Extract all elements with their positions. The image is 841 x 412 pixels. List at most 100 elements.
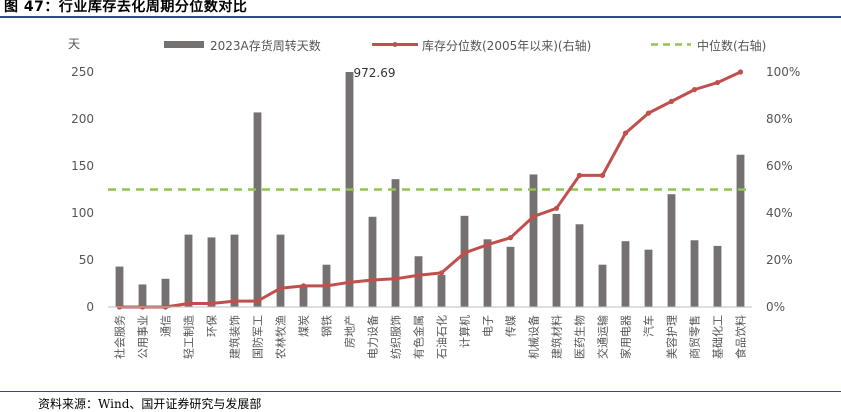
legend-bar-swatch: [164, 41, 204, 48]
right-tick-label: 100%: [766, 65, 800, 79]
x-axis: 社会服务 公用事业 通信 轻工制造 环保 建筑装饰 国防军工 农林牧渔 煤炭 钢铁 房地产 电力设备纺…: [108, 306, 752, 359]
x-tick-label: 机械设备: [527, 315, 541, 359]
bar: [736, 154, 745, 307]
right-tick-label: 20%: [766, 253, 793, 267]
x-tick-label: 农林牧渔: [274, 315, 288, 359]
x-tick-label: 美容护理: [665, 315, 679, 359]
legend-line-marker: [392, 42, 398, 47]
line-point: [208, 300, 215, 307]
bar: [437, 275, 446, 307]
bar: [483, 239, 492, 307]
x-tick-label: 石油石化: [435, 315, 449, 359]
x-tick-label: 基础化工: [711, 315, 725, 359]
line-point: [185, 300, 192, 307]
bar: [138, 284, 147, 307]
x-tick-label: 钢铁: [321, 315, 334, 337]
x-tick-label: 煤炭: [298, 315, 311, 337]
x-tick-label: 建筑材料: [550, 315, 564, 359]
bar: [598, 264, 607, 307]
left-tick-label: 150: [71, 159, 94, 173]
bar: [299, 285, 308, 307]
line-point: [622, 130, 629, 136]
left-tick-label: 250: [71, 65, 94, 79]
x-tick-label: 轻工制造: [182, 315, 196, 359]
x-tick-label: 计算机: [458, 315, 472, 348]
line-point: [737, 69, 744, 75]
left-tick-label: 100: [71, 206, 94, 220]
title-rule: [0, 16, 841, 18]
line-point: [691, 87, 698, 93]
bar: [529, 174, 538, 307]
line-point: [277, 285, 284, 291]
x-tick-label: 公用事业: [137, 315, 150, 359]
line-point: [553, 205, 560, 211]
bar: [276, 234, 285, 307]
right-tick-label: 40%: [766, 206, 793, 220]
x-tick-label: 传媒: [505, 315, 518, 337]
left-tick-label: 0: [86, 300, 94, 314]
x-tick-label: 商贸零售: [688, 315, 702, 359]
title-bar: 图 47：行业库存去化周期分位数对比: [0, 0, 841, 22]
right-tick-label: 60%: [766, 159, 793, 173]
figure-title: 图 47：行业库存去化周期分位数对比: [4, 0, 248, 15]
bar: [391, 179, 400, 307]
line-point: [484, 242, 491, 248]
x-tick-label: 纺织服饰: [389, 315, 403, 359]
bar: [667, 194, 676, 307]
x-tick-label: 有色金属: [412, 315, 426, 359]
line-point: [254, 298, 261, 304]
legend-bar-label: 2023A存货周转天数: [210, 38, 321, 53]
annotations: 972.69: [354, 66, 396, 80]
left-tick-label: 200: [71, 112, 94, 126]
x-tick-label: 建筑装饰: [228, 315, 242, 359]
bar: [575, 224, 584, 307]
bar: [713, 245, 722, 307]
line-point: [415, 272, 422, 278]
bar: [644, 249, 653, 307]
line-point: [346, 279, 353, 285]
bar: [621, 241, 630, 307]
left-tick-label: 50: [79, 253, 94, 267]
x-tick-label: 国防军工: [251, 315, 265, 359]
bar: [460, 215, 469, 307]
line-point: [599, 172, 606, 178]
bar: [207, 237, 216, 307]
line-point: [369, 277, 376, 283]
x-tick-label: 电力设备: [366, 315, 380, 359]
x-tick-label: 食品饮料: [734, 315, 748, 359]
line-series: [116, 69, 744, 310]
legend-median-label: 中位数(右轴): [697, 38, 766, 53]
bar: [552, 213, 561, 307]
data-label: 972.69: [354, 66, 396, 80]
x-tick-label: 环保: [205, 315, 219, 337]
x-tick-label: 房地产: [343, 315, 357, 348]
right-tick-label: 0%: [766, 300, 785, 314]
line-point: [530, 213, 537, 220]
x-tick-label: 社会服务: [113, 315, 127, 359]
line-point: [392, 276, 399, 282]
line-point: [645, 110, 652, 116]
legend-line-label: 库存分位数(2005年以来)(右轴): [422, 38, 591, 53]
legend: 2023A存货周转天数 库存分位数(2005年以来)(右轴) 中位数(右轴): [164, 38, 766, 53]
line-point: [668, 98, 675, 104]
source-rule: [0, 391, 841, 392]
bar: [506, 246, 515, 307]
left-axis-unit: 天: [68, 37, 80, 51]
x-tick-label: 家用电器: [619, 315, 633, 359]
x-tick-label: 通信: [160, 315, 173, 337]
line-path: [119, 70, 742, 309]
x-tick-label: 医药生物: [573, 315, 587, 359]
line-point: [461, 250, 468, 256]
line-point: [438, 270, 445, 276]
source-note: 资料来源：Wind、国开证券研究与发展部: [38, 397, 262, 411]
bar: [230, 234, 239, 307]
line-point: [507, 235, 514, 241]
bar: [184, 234, 193, 307]
line-point: [300, 283, 307, 289]
bar: [414, 256, 423, 307]
line-point: [576, 172, 583, 178]
x-tick-label: 汽车: [642, 315, 656, 337]
right-axis: 0% 20% 40% 60% 80% 100%: [766, 65, 800, 314]
bar: [161, 278, 170, 307]
